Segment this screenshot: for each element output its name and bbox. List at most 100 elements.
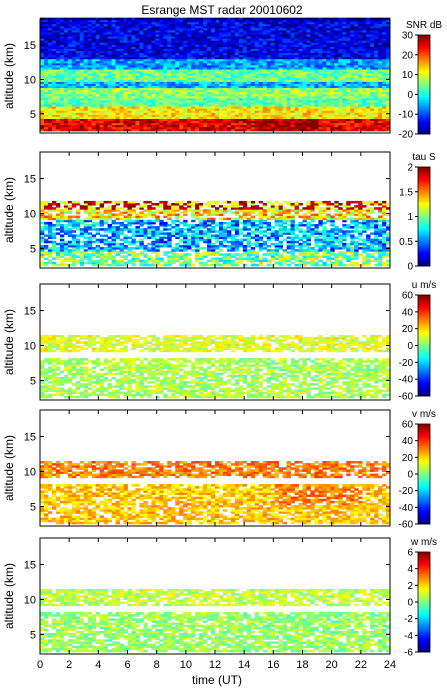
heatmap-cell [59, 112, 65, 115]
heatmap-cell [147, 27, 152, 31]
heatmap-cell [175, 128, 180, 132]
heatmap-cell [119, 116, 124, 119]
heatmap-cell [171, 25, 176, 29]
heatmap-cell [115, 60, 120, 64]
heatmap-cell [71, 48, 77, 51]
heatmap-cell [131, 29, 136, 33]
heatmap-cell [83, 44, 89, 47]
heatmap-cell [63, 124, 69, 128]
heatmap-cell [159, 73, 164, 76]
heatmap-cell [147, 89, 152, 93]
heatmap-cell [51, 91, 57, 95]
heatmap-cell [171, 23, 176, 27]
heatmap-cell [71, 110, 77, 113]
heatmap-cell [163, 65, 168, 68]
heatmap-cell [40, 97, 45, 101]
heatmap-cell [43, 100, 49, 103]
heatmap-cell [123, 124, 128, 128]
heatmap-cell [159, 102, 164, 105]
heatmap-cell [79, 69, 85, 72]
heatmap-cell [163, 62, 168, 66]
heatmap-cell [63, 108, 69, 111]
heatmap-cell [87, 40, 93, 43]
heatmap-cell [107, 126, 112, 130]
heatmap-cell [115, 122, 120, 126]
heatmap-cell [75, 19, 81, 23]
heatmap-cell [43, 21, 49, 25]
heatmap-cell [59, 46, 65, 49]
heatmap-cell [91, 102, 97, 105]
heatmap-cell [95, 25, 101, 29]
heatmap-cell [155, 60, 160, 64]
heatmap-cell [99, 62, 105, 66]
heatmap-cell [63, 75, 69, 78]
heatmap-cell [159, 104, 164, 107]
heatmap-cell [59, 106, 65, 109]
heatmap-cell [63, 77, 69, 80]
heatmap-cell [167, 25, 172, 29]
heatmap-cell [147, 40, 152, 43]
heatmap-cell [107, 23, 112, 27]
heatmap-cell [151, 65, 156, 68]
heatmap-cell [75, 62, 81, 66]
heatmap-cell [119, 40, 124, 43]
heatmap-cell [159, 65, 164, 68]
heatmap-cell [47, 23, 53, 27]
heatmap-cell [59, 60, 65, 64]
heatmap-cell [75, 106, 81, 109]
heatmap-cell [99, 91, 105, 95]
heatmap-cell [71, 62, 77, 66]
heatmap-cell [43, 29, 49, 33]
heatmap-cell [43, 257, 49, 261]
heatmap-cell [151, 52, 156, 56]
heatmap-cell [143, 114, 148, 117]
heatmap-cell [127, 81, 132, 84]
heatmap-cell [171, 106, 176, 109]
heatmap-cell [151, 73, 156, 76]
heatmap-cell [51, 104, 57, 107]
heatmap-cell [171, 81, 176, 84]
heatmap-cell [151, 71, 156, 74]
heatmap-cell [79, 40, 85, 43]
heatmap-cell [123, 54, 128, 58]
heatmap-cell [87, 69, 93, 72]
heatmap-cell [51, 114, 57, 117]
heatmap-cell [59, 44, 65, 47]
heatmap-cell [159, 83, 164, 87]
heatmap-cell [151, 87, 156, 91]
heatmap-cell [139, 19, 144, 23]
heatmap-cell [143, 71, 148, 74]
heatmap-cell [143, 104, 148, 107]
heatmap-cell [115, 40, 120, 43]
heatmap-cell [99, 87, 105, 91]
heatmap-cell [167, 79, 172, 82]
heatmap-cell [91, 93, 97, 97]
heatmap-cell [163, 44, 168, 47]
heatmap-cell [175, 110, 180, 113]
heatmap-cell [95, 91, 101, 95]
heatmap-cell [40, 124, 45, 128]
heatmap-cell [123, 44, 128, 47]
heatmap-cell [63, 73, 69, 76]
heatmap-cell [139, 48, 144, 51]
heatmap-cell [99, 34, 105, 37]
heatmap-cell [55, 124, 61, 128]
heatmap-cell [43, 120, 49, 124]
heatmap-cell [131, 27, 136, 31]
heatmap-cell [71, 77, 77, 80]
heatmap-cell [127, 69, 132, 72]
heatmap-cell [135, 44, 140, 47]
heatmap-cell [127, 42, 132, 45]
heatmap-cell [91, 48, 97, 51]
heatmap-cell [107, 102, 112, 105]
colorbar-tick-label: 10 [402, 70, 414, 81]
heatmap-cell [83, 69, 89, 72]
heatmap-cell [159, 85, 164, 89]
heatmap-cell [151, 120, 156, 124]
heatmap-cell [151, 128, 156, 132]
heatmap-cell [115, 46, 120, 49]
heatmap-cell [159, 32, 164, 35]
heatmap-cell [155, 46, 160, 49]
heatmap-cell [111, 124, 116, 128]
heatmap-cell [107, 95, 112, 99]
